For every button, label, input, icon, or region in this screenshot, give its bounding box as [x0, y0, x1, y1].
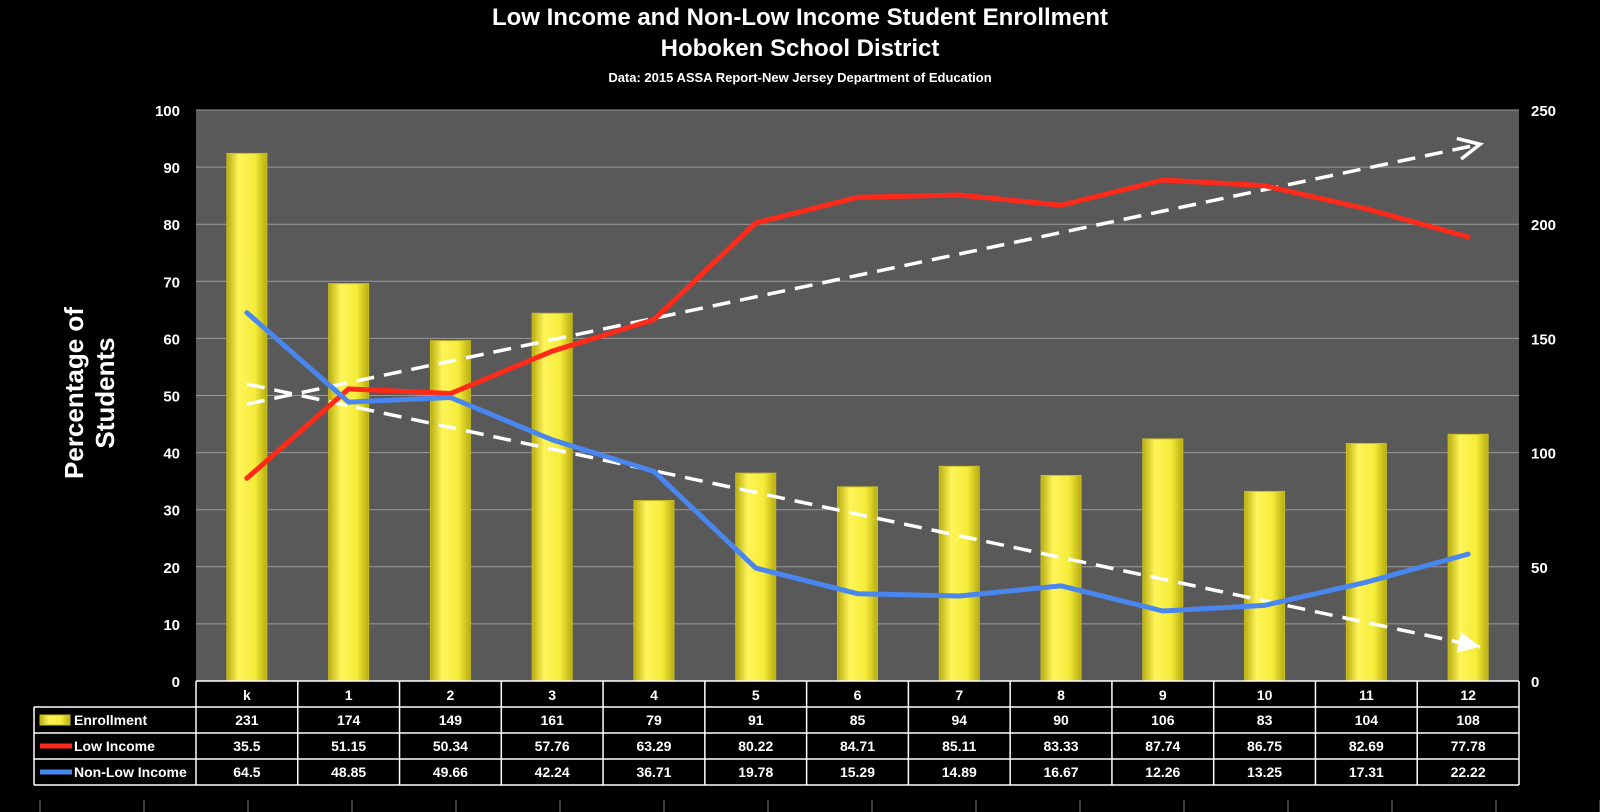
bar-enrollment-9: [1142, 438, 1184, 682]
line-low-income: [244, 177, 1471, 481]
y-tick-label: 10: [163, 617, 180, 634]
data-label-low-income: 51.15: [331, 738, 366, 754]
x-tick-label: 3: [548, 687, 556, 703]
trend-arrowhead-down: [1456, 631, 1481, 653]
data-label-non-low-income: 17.31: [1349, 764, 1384, 780]
y-tick-label: 0: [172, 674, 180, 691]
bar-enrollment-8: [1040, 474, 1082, 682]
data-label-enrollment: 79: [646, 712, 662, 728]
data-label-non-low-income: 42.24: [535, 764, 570, 780]
data-label-low-income: 85.11: [942, 738, 976, 754]
data-label-enrollment: 161: [541, 712, 565, 728]
data-label-low-income: 86.75: [1247, 738, 1282, 754]
bar-enrollment-6: [837, 486, 878, 682]
x-tick-label: 4: [650, 687, 658, 703]
data-label-enrollment: 174: [337, 712, 361, 728]
data-label-low-income: 50.34: [433, 738, 468, 754]
x-tick-label: 8: [1057, 687, 1065, 703]
data-label-low-income: 84.71: [840, 738, 875, 754]
line-non-low-income: [244, 310, 1471, 614]
x-tick-label: 1: [345, 687, 353, 703]
y-tick-label: 70: [163, 274, 180, 291]
y-tick-label: 50: [163, 389, 180, 406]
bar-enrollment-5: [735, 472, 777, 682]
x-tick-label: 11: [1359, 687, 1374, 703]
x-tick-label: 12: [1460, 687, 1476, 703]
bar-enrollment-1: [328, 283, 370, 682]
data-label-non-low-income: 14.89: [942, 764, 977, 780]
y-tick-label: 40: [163, 446, 180, 463]
chart-subtitle: Hoboken School District: [660, 35, 940, 62]
data-label-enrollment: 90: [1053, 712, 1069, 728]
legend-label-non-low-income: Non-Low Income: [74, 764, 187, 780]
data-label-low-income: 57.76: [535, 738, 570, 754]
y-tick-label: 80: [163, 217, 180, 234]
data-label-low-income: 35.5: [233, 738, 260, 754]
data-label-enrollment: 91: [748, 712, 764, 728]
y-tick-label: 90: [163, 160, 180, 177]
bar-enrollment-11: [1345, 442, 1387, 682]
data-label-low-income: 87.74: [1145, 738, 1180, 754]
bar-enrollment-4: [633, 500, 675, 682]
y2-tick-label: 250: [1531, 103, 1556, 120]
data-label-enrollment: 104: [1355, 712, 1379, 728]
data-label-enrollment: 85: [850, 712, 866, 728]
y-tick-label: 100: [155, 103, 180, 120]
data-label-low-income: 83.33: [1044, 738, 1079, 754]
x-tick-label: 9: [1159, 687, 1167, 703]
data-label-enrollment: 108: [1456, 712, 1480, 728]
data-label-non-low-income: 12.26: [1145, 764, 1180, 780]
x-tick-label: k: [243, 687, 251, 703]
data-label-non-low-income: 36.71: [636, 764, 671, 780]
data-label-enrollment: 106: [1151, 712, 1175, 728]
legend-key-enrollment: [39, 714, 71, 726]
data-label-enrollment: 83: [1257, 712, 1273, 728]
data-label-non-low-income: 16.67: [1044, 764, 1079, 780]
x-tick-label: 5: [752, 687, 760, 703]
data-label-low-income: 77.78: [1451, 738, 1486, 754]
legend-label-enrollment: Enrollment: [74, 712, 147, 728]
bar-enrollment-k: [226, 152, 268, 682]
legend-label-low-income: Low Income: [74, 738, 155, 754]
data-label-low-income: 82.69: [1349, 738, 1384, 754]
x-tick-label: 7: [955, 687, 963, 703]
data-label-non-low-income: 19.78: [738, 764, 773, 780]
data-label-enrollment: 149: [439, 712, 463, 728]
y2-tick-label: 0: [1531, 674, 1539, 691]
data-label-enrollment: 94: [951, 712, 967, 728]
data-label-non-low-income: 64.5: [233, 764, 260, 780]
y2-tick-label: 50: [1531, 560, 1548, 577]
data-label-low-income: 63.29: [636, 738, 671, 754]
bar-enrollment-10: [1244, 490, 1286, 682]
bar-enrollment-3: [531, 312, 573, 682]
data-label-non-low-income: 49.66: [433, 764, 468, 780]
y2-tick-label: 150: [1531, 331, 1556, 348]
y2-tick-label: 100: [1531, 446, 1556, 463]
data-label-low-income: 80.22: [738, 738, 773, 754]
y-tick-label: 60: [163, 331, 180, 348]
y2-tick-label: 200: [1531, 217, 1556, 234]
bar-enrollment-7: [938, 465, 980, 682]
data-label-enrollment: 231: [235, 712, 259, 728]
chart-source: Data: 2015 ASSA Report-New Jersey Depart…: [608, 70, 992, 85]
chart-title: Low Income and Non-Low Income Student En…: [491, 4, 1108, 31]
data-label-non-low-income: 48.85: [331, 764, 366, 780]
trend-arrowhead-up: [1456, 136, 1485, 161]
x-tick-label: 6: [854, 687, 862, 703]
y-tick-label: 20: [163, 560, 180, 577]
data-label-non-low-income: 22.22: [1451, 764, 1486, 780]
data-label-non-low-income: 13.25: [1247, 764, 1282, 780]
data-label-non-low-income: 15.29: [840, 764, 875, 780]
y-tick-label: 30: [163, 503, 180, 520]
x-tick-label: 2: [447, 687, 455, 703]
x-tick-label: 10: [1257, 687, 1273, 703]
